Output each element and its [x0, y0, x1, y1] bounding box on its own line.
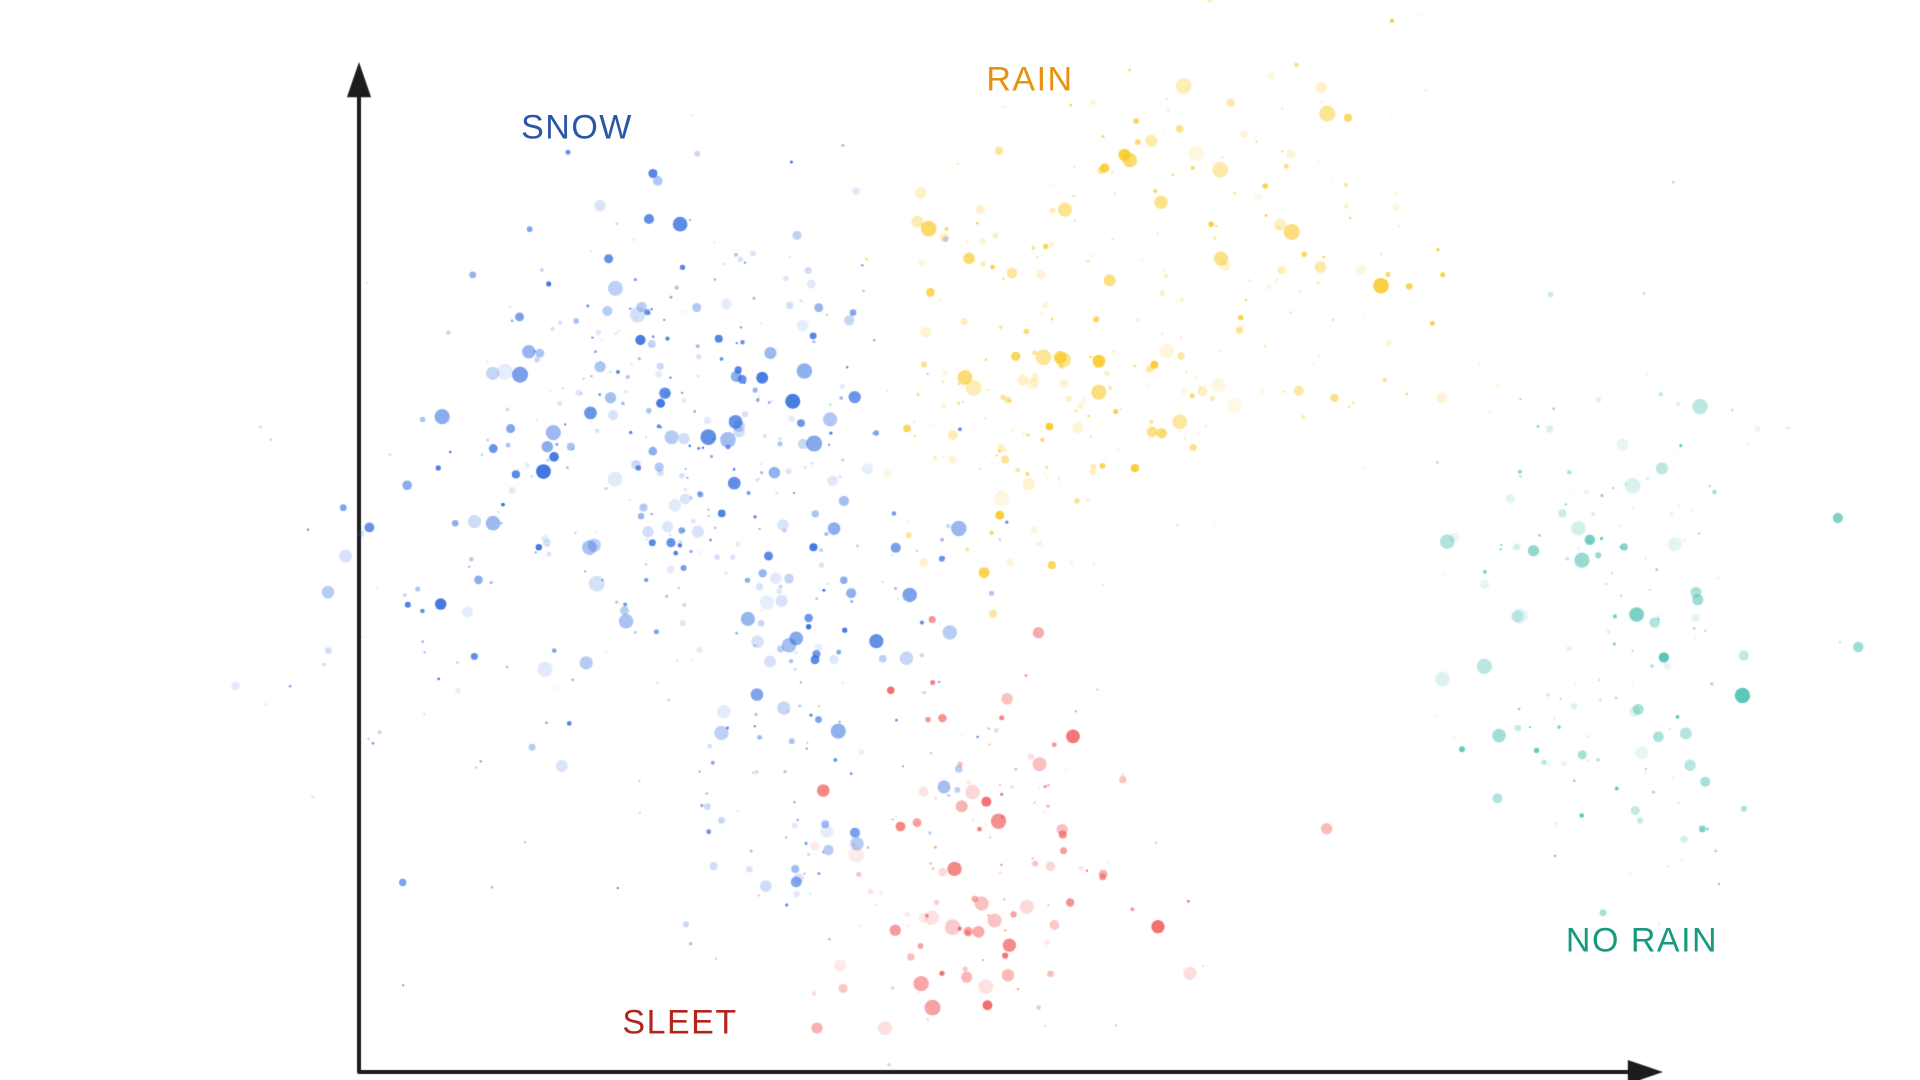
cluster-label-no-rain: NO RAIN	[1565, 921, 1719, 960]
cluster-label-rain: RAIN	[986, 60, 1074, 99]
cluster-label-sleet: SLEET	[622, 1003, 738, 1042]
cluster-label-snow: SNOW	[521, 108, 633, 147]
